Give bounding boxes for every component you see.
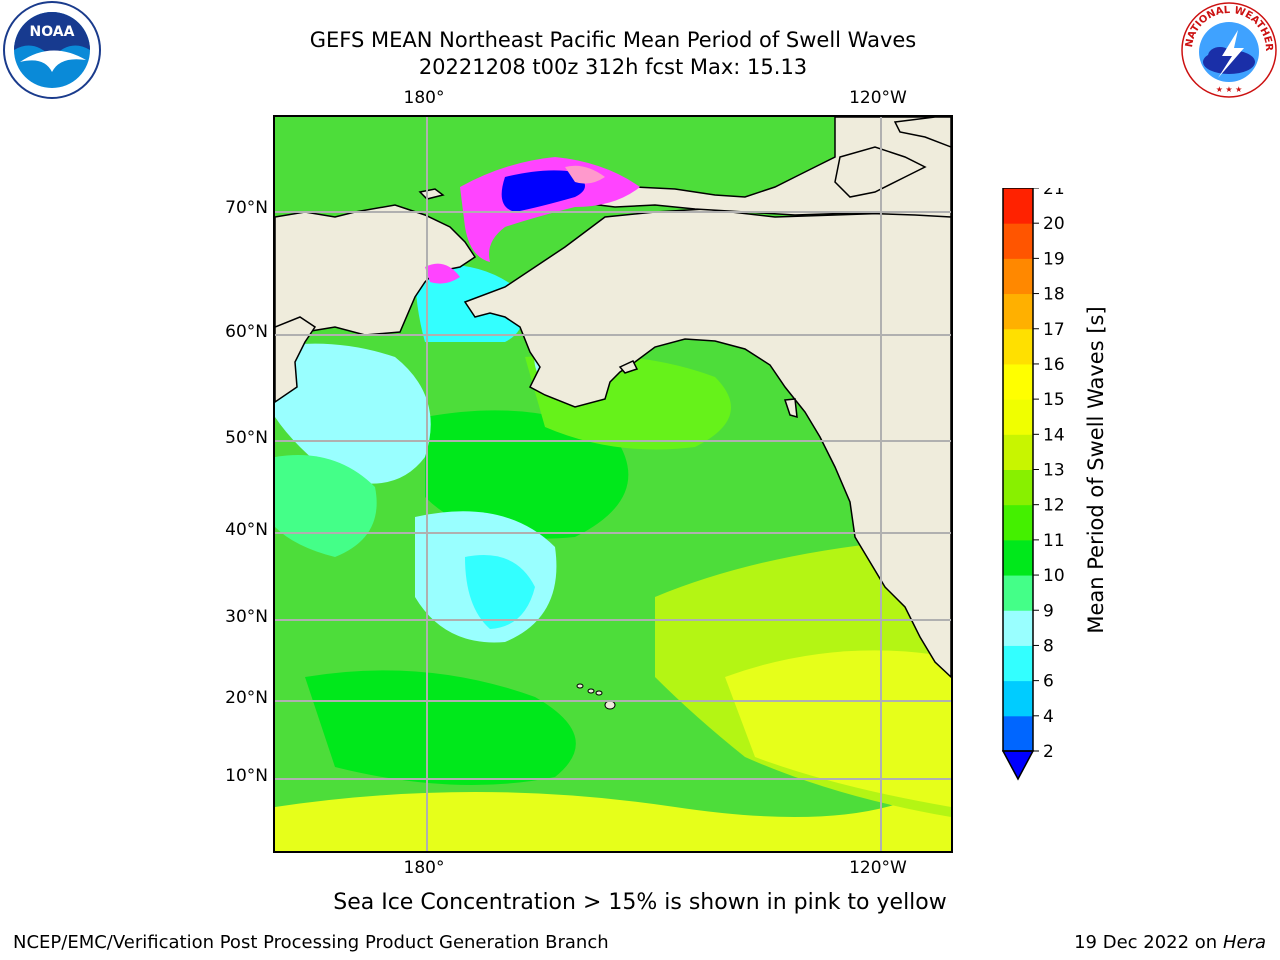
colorbar-bin [1003, 469, 1033, 506]
colorbar-tick-label: 17 [1043, 320, 1065, 340]
lat-label-50n: 50°N [225, 428, 268, 448]
credit-line: NCEP/EMC/Verification Post Processing Pr… [13, 932, 609, 953]
colorbar-bin [1003, 645, 1033, 682]
colorbar-title: Mean Period of Swell Waves [s] [1084, 306, 1108, 634]
colorbar-under-arrow [1002, 750, 1035, 781]
colorbar-bin [1003, 715, 1033, 752]
colorbar-tick-label: 8 [1043, 636, 1054, 656]
lon-label-bottom-120w: 120°W [849, 858, 907, 878]
colorbar-bin [1003, 328, 1033, 365]
sea-ice-note: Sea Ice Concentration > 15% is shown in … [333, 890, 947, 915]
chart-title-line1: GEFS MEAN Northeast Pacific Mean Period … [309, 28, 917, 52]
ocean-cyan-core [465, 555, 535, 629]
lat-label-40n: 40°N [225, 520, 268, 540]
colorbar-bin [1003, 610, 1033, 646]
colorbar-tick-label: 21 [1043, 188, 1065, 199]
colorbar-tick-label: 15 [1043, 390, 1065, 410]
colorbar-tick-label: 10 [1043, 566, 1065, 586]
ocean-patch-central [425, 410, 629, 539]
colorbar-bin [1003, 575, 1033, 611]
colorbar-tick-label: 13 [1043, 461, 1065, 481]
colorbar-tick-label: 16 [1043, 355, 1065, 375]
colorbar-tick-label: 14 [1043, 425, 1065, 445]
colorbar-tick-label: 2 [1043, 742, 1054, 762]
land-north-america [463, 208, 951, 679]
colorbar: 2 4 6 8 9 10 11 12 13 14 15 16 17 18 19 20 21 [1002, 188, 1065, 781]
colorbar-bin [1003, 363, 1033, 400]
colorbar-tick-label: 20 [1043, 214, 1065, 234]
sea-ice-bering-edge [425, 263, 460, 284]
national-weather-service-logo: NATIONAL WEATHER SERVICE ★ ★ ★ [1178, 0, 1277, 98]
colorbar-bin [1003, 434, 1033, 470]
colorbar-tick-label: 18 [1043, 285, 1065, 305]
sea-ice-light-pink [565, 165, 605, 184]
swell-period-map [273, 115, 953, 853]
lon-label-top-180: 180° [403, 88, 445, 108]
ocean-cyan-northwest [275, 343, 431, 484]
colorbar-bin [1003, 293, 1033, 330]
colorbar-tick-label: 12 [1043, 496, 1065, 516]
colorbar-bin [1003, 258, 1033, 295]
graticule [275, 117, 951, 851]
land-kodiak-island [618, 360, 639, 374]
lon-label-top-120w: 120°W [849, 88, 907, 108]
ocean-field [275, 264, 951, 851]
sea-ice-blue-core [501, 170, 585, 212]
hawaii-islands [576, 683, 616, 710]
lon-label-bottom-180: 180° [403, 858, 445, 878]
colorbar-bin [1003, 223, 1033, 259]
land-vancouver-island [783, 398, 798, 419]
lat-label-60n: 60°N [225, 322, 268, 342]
chart-title-line2: 20221208 t00z 312h fcst Max: 15.13 [418, 55, 808, 79]
land-kamchatka [275, 316, 317, 403]
colorbar-tick-label: 6 [1043, 672, 1054, 692]
colorbar-tick-label: 11 [1043, 531, 1065, 551]
land-arctic-islands [893, 117, 951, 148]
land-wrangel-island [418, 188, 445, 200]
noaa-logo: NOAA [3, 1, 101, 99]
ocean-mint-west [275, 455, 377, 557]
ocean-patch-southwest [305, 670, 576, 785]
colorbar-bin [1003, 399, 1033, 435]
svg-text:NOAA: NOAA [30, 24, 75, 40]
colorbar-tick-label: 9 [1043, 601, 1054, 621]
svg-text:★ ★ ★: ★ ★ ★ [1216, 85, 1243, 94]
date-line: 19 Dec 2022 on Hera [1074, 932, 1266, 953]
ocean-band-southeast [725, 650, 951, 807]
ocean-band-south [275, 777, 951, 851]
colorbar-bin [1003, 539, 1033, 576]
map-canvas [275, 117, 951, 851]
lat-label-70n: 70°N [225, 198, 268, 218]
lat-label-30n: 30°N [225, 607, 268, 627]
colorbar-tick-label: 4 [1043, 707, 1054, 727]
lat-label-20n: 20°N [225, 688, 268, 708]
colorbar-bin [1003, 504, 1033, 541]
lat-label-10n: 10°N [225, 766, 268, 786]
colorbar-bin [1003, 680, 1033, 717]
sea-ice-field [425, 157, 640, 284]
date-text: 19 Dec 2022 on [1074, 932, 1218, 953]
colorbar-tick-label: 19 [1043, 249, 1065, 269]
colorbar-bin [1003, 188, 1033, 224]
machine-name: Hera [1222, 932, 1266, 953]
